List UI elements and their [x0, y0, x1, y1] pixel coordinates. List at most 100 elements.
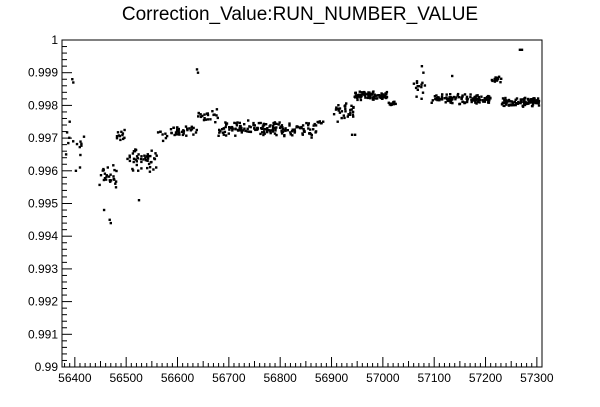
data-point — [469, 93, 472, 96]
data-point — [536, 97, 540, 100]
data-point — [64, 153, 68, 156]
data-point — [537, 101, 540, 105]
data-point — [115, 137, 119, 140]
data-point — [121, 133, 124, 137]
data-point — [535, 101, 538, 105]
data-point — [430, 101, 433, 104]
data-point — [480, 95, 483, 98]
data-point — [137, 169, 140, 172]
data-point — [423, 84, 427, 87]
data-point — [367, 93, 370, 96]
data-point — [435, 94, 438, 97]
data-point — [240, 131, 243, 134]
data-point — [378, 95, 381, 99]
data-point — [394, 102, 397, 106]
data-point — [216, 116, 219, 120]
data-point — [436, 98, 439, 101]
data-point — [140, 167, 143, 170]
data-point — [469, 95, 472, 99]
data-point — [222, 133, 225, 136]
data-point — [269, 129, 272, 132]
data-point — [113, 168, 116, 172]
data-point — [451, 101, 454, 105]
data-point — [109, 221, 112, 225]
data-point — [247, 119, 250, 122]
data-point — [318, 120, 321, 123]
data-point — [392, 103, 395, 106]
data-point — [334, 108, 338, 111]
data-point — [269, 131, 272, 135]
data-point — [156, 131, 160, 134]
data-point — [199, 115, 203, 119]
data-point — [224, 134, 228, 137]
data-point — [277, 123, 280, 126]
y-axis-tick-labels: 0.99 0.991 0.992 0.993 0.994 0.995 0.996 0.997 0… — [28, 33, 58, 374]
data-point — [188, 127, 191, 130]
data-point — [471, 99, 475, 102]
axis-ticks — [62, 39, 543, 368]
data-point — [461, 100, 464, 103]
y-tick-label: 0.991 — [28, 327, 58, 341]
data-point — [528, 100, 531, 103]
data-point — [449, 93, 452, 96]
data-point — [172, 126, 175, 129]
data-point — [154, 152, 157, 155]
y-tick-label: 0.994 — [28, 229, 58, 243]
data-point — [269, 124, 272, 127]
data-point — [238, 126, 241, 130]
data-point — [177, 131, 181, 135]
data-point — [257, 121, 261, 125]
data-point — [215, 108, 219, 111]
data-point — [80, 144, 83, 147]
data-point — [446, 99, 449, 103]
data-point — [114, 182, 117, 185]
data-point — [234, 128, 237, 131]
data-point — [513, 100, 516, 104]
data-point — [275, 122, 278, 125]
data-point — [482, 100, 485, 103]
data-point — [116, 131, 120, 134]
data-point — [521, 104, 525, 108]
data-point — [343, 105, 347, 108]
data-point — [517, 100, 520, 104]
data-point — [79, 140, 82, 143]
data-point — [463, 93, 467, 96]
data-point — [443, 97, 446, 100]
data-point — [131, 169, 135, 172]
data-point — [122, 137, 125, 141]
data-point — [128, 159, 132, 163]
data-point — [448, 98, 451, 101]
data-point — [222, 127, 225, 130]
data-point — [173, 133, 176, 137]
data-point — [109, 173, 112, 176]
data-point — [349, 111, 352, 114]
data-point — [253, 124, 256, 127]
data-point — [303, 130, 306, 133]
data-point — [104, 178, 108, 181]
data-point — [372, 98, 375, 101]
data-point — [486, 96, 489, 99]
data-point — [490, 78, 494, 82]
data-point — [474, 95, 477, 98]
data-point — [195, 68, 199, 71]
data-point — [508, 103, 511, 106]
data-point — [174, 131, 178, 134]
data-point — [176, 128, 179, 132]
data-point — [335, 106, 338, 109]
data-point — [471, 97, 474, 100]
data-point — [196, 71, 200, 74]
data-point — [505, 101, 508, 104]
data-point — [313, 122, 316, 126]
data-point — [237, 129, 240, 132]
data-point — [532, 97, 535, 100]
data-point — [114, 180, 118, 183]
data-point — [371, 96, 374, 99]
data-point — [499, 81, 502, 84]
data-point — [384, 94, 387, 98]
data-point — [525, 102, 528, 105]
data-point — [108, 218, 111, 221]
data-point — [302, 127, 305, 131]
data-point — [523, 103, 527, 107]
data-point — [213, 113, 216, 116]
y-tick-label: 0.998 — [28, 98, 58, 112]
